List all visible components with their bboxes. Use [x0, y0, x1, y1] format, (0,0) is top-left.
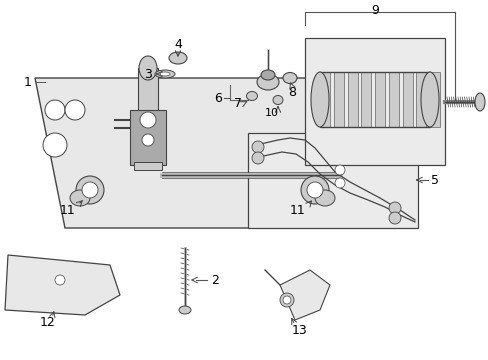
Circle shape	[43, 133, 67, 157]
Text: 9: 9	[370, 4, 378, 17]
Text: 2: 2	[211, 274, 219, 287]
Circle shape	[334, 178, 345, 188]
Bar	[319, 72, 429, 127]
Circle shape	[55, 275, 65, 285]
Circle shape	[388, 212, 400, 224]
Text: 10: 10	[264, 108, 279, 118]
Polygon shape	[5, 255, 120, 315]
Bar	[374, 72, 384, 127]
Circle shape	[306, 182, 323, 198]
Ellipse shape	[314, 190, 334, 206]
Text: 1: 1	[24, 76, 32, 89]
Bar	[388, 72, 398, 127]
Circle shape	[82, 182, 98, 198]
Circle shape	[280, 293, 293, 307]
Ellipse shape	[169, 52, 186, 64]
Ellipse shape	[283, 72, 296, 84]
Text: 6: 6	[214, 91, 222, 104]
Circle shape	[45, 100, 65, 120]
Ellipse shape	[261, 70, 274, 80]
Bar	[415, 72, 426, 127]
Ellipse shape	[246, 91, 257, 100]
Text: 8: 8	[287, 86, 295, 99]
Bar	[138, 68, 158, 138]
Circle shape	[301, 176, 328, 204]
Ellipse shape	[155, 70, 175, 78]
Ellipse shape	[420, 72, 438, 127]
Bar	[361, 72, 370, 127]
Circle shape	[65, 100, 85, 120]
Ellipse shape	[139, 56, 157, 80]
Text: 11: 11	[60, 203, 76, 216]
Bar	[130, 110, 165, 165]
Text: 13: 13	[291, 324, 307, 337]
Polygon shape	[35, 78, 339, 228]
Circle shape	[388, 202, 400, 214]
Text: 11: 11	[289, 203, 305, 216]
Bar	[402, 72, 412, 127]
Ellipse shape	[179, 306, 191, 314]
Ellipse shape	[474, 93, 484, 111]
Text: 3: 3	[144, 68, 152, 81]
Bar	[319, 72, 329, 127]
Circle shape	[140, 112, 156, 128]
Ellipse shape	[310, 72, 328, 127]
Circle shape	[142, 134, 154, 146]
Bar	[134, 162, 162, 170]
Ellipse shape	[70, 190, 90, 206]
Polygon shape	[305, 38, 444, 165]
Circle shape	[283, 296, 290, 304]
Circle shape	[334, 165, 345, 175]
Text: 12: 12	[40, 315, 56, 328]
Circle shape	[251, 152, 264, 164]
Text: 5: 5	[430, 174, 438, 186]
Bar	[429, 72, 439, 127]
Polygon shape	[280, 270, 329, 320]
Ellipse shape	[160, 72, 170, 76]
Bar	[333, 72, 343, 127]
Bar	[347, 72, 357, 127]
Circle shape	[76, 176, 104, 204]
Ellipse shape	[272, 95, 283, 104]
Text: 7: 7	[234, 96, 242, 109]
Ellipse shape	[257, 74, 279, 90]
Text: 4: 4	[174, 37, 182, 50]
Polygon shape	[247, 133, 417, 228]
Circle shape	[251, 141, 264, 153]
